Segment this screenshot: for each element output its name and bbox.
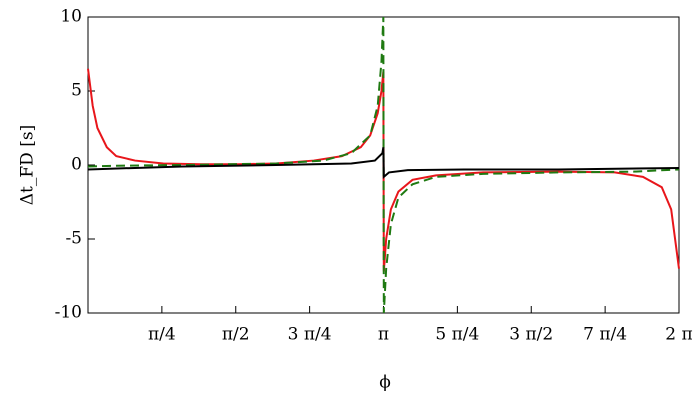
y-tick-label: -10 [55, 303, 82, 323]
x-tick-label: 3 π/2 [509, 325, 553, 345]
x-tick-label: 5 π/4 [435, 325, 479, 345]
x-axis-label: ϕ [379, 373, 391, 393]
y-tick-label: 10 [60, 7, 82, 27]
x-tick-label: π/4 [148, 325, 176, 345]
y-tick-label: 0 [71, 155, 82, 175]
x-tick-label: π [378, 325, 389, 345]
x-tick-label: 2 π [665, 325, 692, 345]
series-line [87, 147, 679, 179]
y-tick-label: -5 [65, 229, 82, 249]
y-tick-label: 5 [71, 81, 82, 101]
x-tick-label: π/2 [222, 325, 250, 345]
x-tick-label: 3 π/4 [288, 325, 332, 345]
x-tick-label: 7 π/4 [583, 325, 627, 345]
y-axis-label: Δt_FD [s] [18, 125, 38, 205]
